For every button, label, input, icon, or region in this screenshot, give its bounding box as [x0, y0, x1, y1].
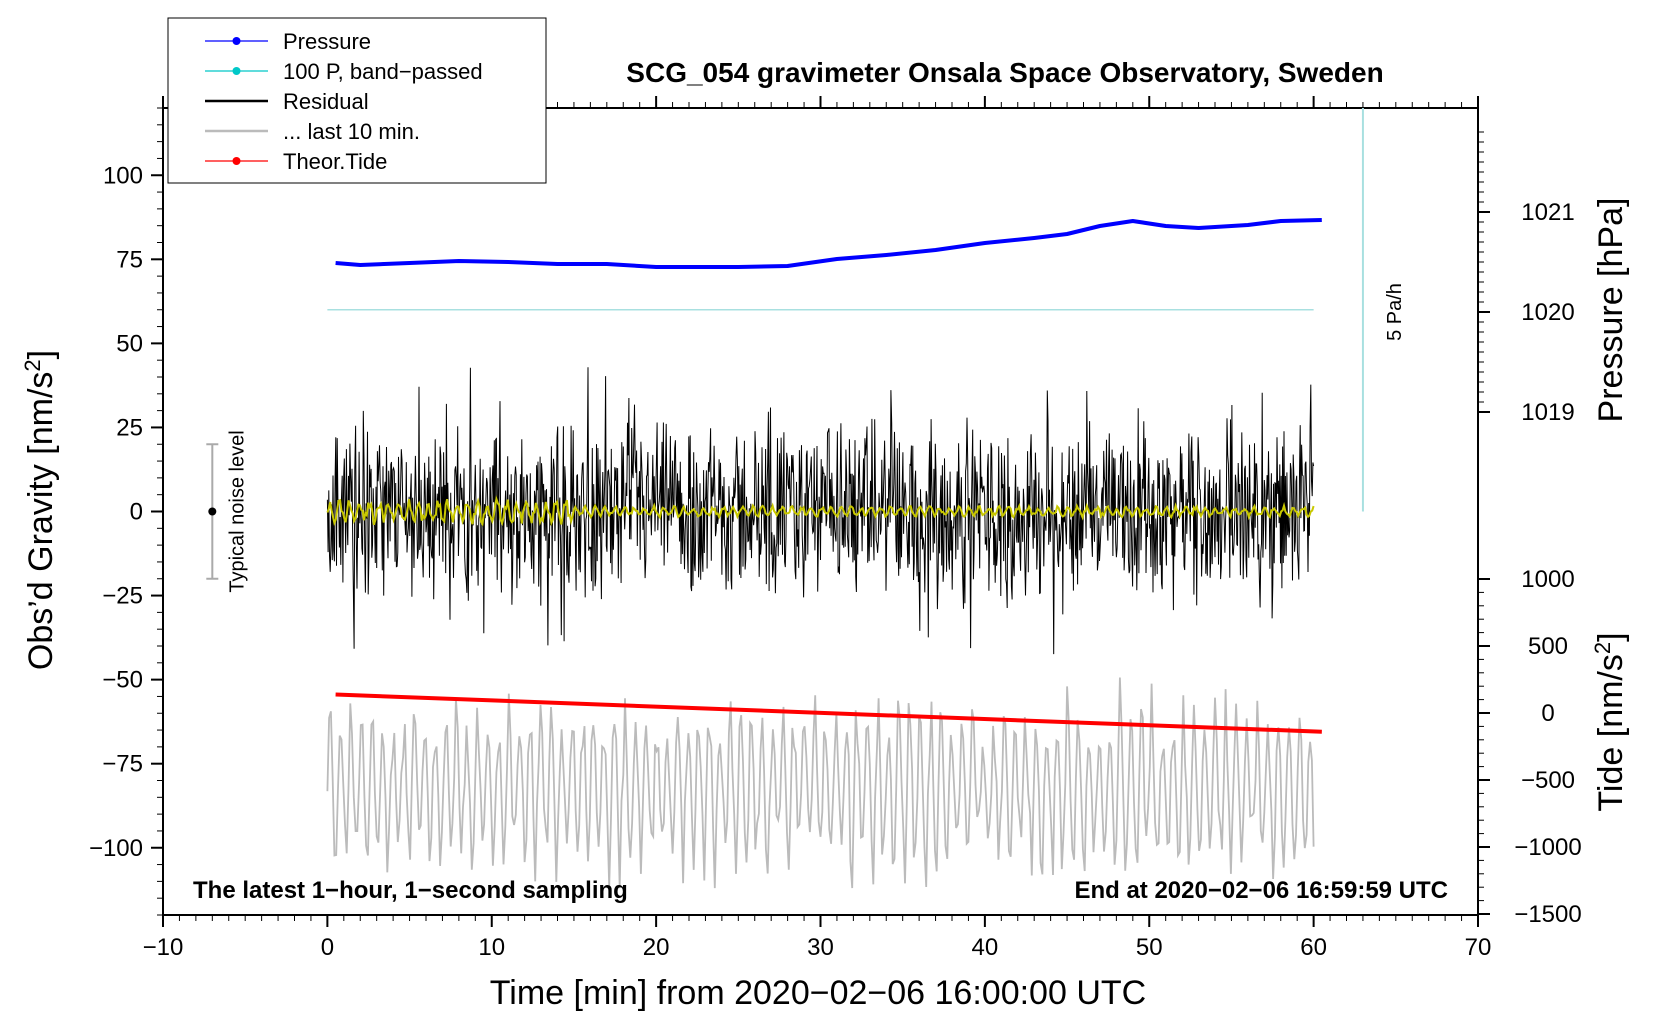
y-tide-tick-label: 0: [1541, 700, 1554, 727]
noise-label: Typical noise level: [226, 430, 248, 592]
y-axis-tide-label: Tide [nm/s2]: [1590, 632, 1630, 811]
legend-label: Residual: [283, 89, 369, 114]
y-left-tick-label: 0: [130, 499, 143, 526]
note-bottom-right: End at 2020−02−06 16:59:59 UTC: [1074, 877, 1448, 904]
legend-label: Theor.Tide: [283, 149, 387, 174]
x-tick-label: 50: [1136, 934, 1163, 961]
legend-label: Pressure: [283, 29, 371, 54]
x-axis-label: Time [min] from 2020−02−06 16:00:00 UTC: [490, 974, 1146, 1012]
x-tick-label: 70: [1465, 934, 1492, 961]
noise-center-dot: [208, 507, 217, 516]
x-tick-label: 10: [478, 934, 505, 961]
rate-label: 5 Pa/h: [1384, 283, 1406, 341]
y-left-tick-label: −100: [89, 835, 143, 862]
y-pressure-tick-label: 1019: [1521, 399, 1574, 426]
y-tide-tick-label: 1000: [1521, 566, 1574, 593]
series-pressure: [335, 218, 1322, 269]
series-layer: [326, 218, 1322, 889]
x-tick-label: 40: [972, 934, 999, 961]
chart-title: SCG_054 gravimeter Onsala Space Observat…: [626, 57, 1383, 88]
series-residual-smoothed: [326, 495, 1315, 527]
y-pressure-tick-label: 1020: [1521, 299, 1574, 326]
series-theor-tide: [335, 692, 1322, 734]
x-tick-label: −10: [143, 934, 184, 961]
y-left-tick-label: −75: [102, 751, 143, 778]
legend-marker: [232, 37, 241, 45]
noise-level-indicator: Typical noise level: [206, 430, 248, 593]
x-tick-label: 30: [807, 934, 834, 961]
legend-marker: [232, 67, 241, 75]
y-tide-tick-label: 500: [1528, 633, 1568, 660]
legend-label: ... last 10 min.: [283, 119, 420, 144]
x-tick-label: 0: [321, 934, 334, 961]
y-axis-pressure-label: Pressure [hPa]: [1592, 198, 1630, 423]
y-left-tick-label: −25: [102, 583, 143, 610]
legend: Pressure 100 P, band−passed Residual ... la…: [167, 17, 547, 184]
y-tide-tick-label: −500: [1521, 767, 1575, 794]
y-tide-tick-label: −1500: [1514, 901, 1581, 928]
x-tick-label: 20: [643, 934, 670, 961]
note-bottom-left: The latest 1−hour, 1−second sampling: [193, 877, 628, 904]
y-left-tick-label: 25: [116, 414, 143, 441]
y-left-tick-label: 75: [116, 246, 143, 273]
y-left-tick-label: 50: [116, 330, 143, 357]
axis-ticks: −10 0 10 20 30 40 50 60 701007550250−25−50−75−10…: [89, 96, 1582, 961]
legend-label: 100 P, band−passed: [283, 59, 483, 84]
y-pressure-tick-label: 1021: [1521, 199, 1574, 226]
series-residual: [326, 367, 1315, 655]
series-last-10-min: [326, 677, 1315, 889]
y-axis-left-label: Obs’d Gravity [nm/s2]: [20, 350, 60, 670]
y-left-tick-label: 100: [103, 162, 143, 189]
x-tick-label: 60: [1300, 934, 1327, 961]
y-tide-tick-label: −1000: [1514, 834, 1581, 861]
y-left-tick-label: −50: [102, 667, 143, 694]
rate-marker: 5 Pa/h: [1361, 108, 1406, 512]
legend-marker: [232, 157, 241, 165]
